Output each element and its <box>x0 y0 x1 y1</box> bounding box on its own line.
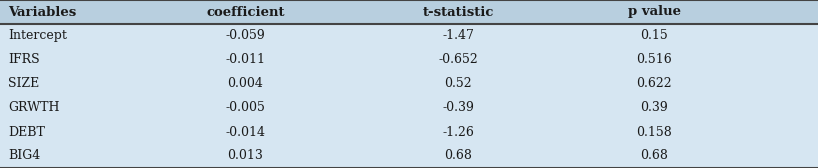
Text: 0.52: 0.52 <box>444 77 472 91</box>
Text: -1.26: -1.26 <box>443 125 474 138</box>
Text: 0.15: 0.15 <box>640 30 668 43</box>
Text: 0.39: 0.39 <box>640 101 668 115</box>
Text: GRWTH: GRWTH <box>8 101 60 115</box>
Text: 0.68: 0.68 <box>640 150 668 162</box>
Text: Intercept: Intercept <box>8 30 67 43</box>
Text: DEBT: DEBT <box>8 125 45 138</box>
Text: BIG4: BIG4 <box>8 150 40 162</box>
Text: -1.47: -1.47 <box>443 30 474 43</box>
Text: p value: p value <box>628 6 681 18</box>
Text: SIZE: SIZE <box>8 77 39 91</box>
Text: -0.014: -0.014 <box>226 125 265 138</box>
Text: Variables: Variables <box>8 6 76 18</box>
Text: -0.005: -0.005 <box>226 101 265 115</box>
Text: 0.68: 0.68 <box>444 150 472 162</box>
Text: -0.011: -0.011 <box>226 53 265 67</box>
Text: 0.516: 0.516 <box>636 53 672 67</box>
Text: IFRS: IFRS <box>8 53 40 67</box>
Text: t-statistic: t-statistic <box>422 6 494 18</box>
Text: 0.622: 0.622 <box>636 77 672 91</box>
Text: 0.158: 0.158 <box>636 125 672 138</box>
Text: -0.39: -0.39 <box>443 101 474 115</box>
Text: 0.013: 0.013 <box>227 150 263 162</box>
Text: -0.652: -0.652 <box>438 53 478 67</box>
Text: 0.004: 0.004 <box>227 77 263 91</box>
Text: -0.059: -0.059 <box>226 30 265 43</box>
Text: coefficient: coefficient <box>206 6 285 18</box>
Bar <box>0 0 818 24</box>
